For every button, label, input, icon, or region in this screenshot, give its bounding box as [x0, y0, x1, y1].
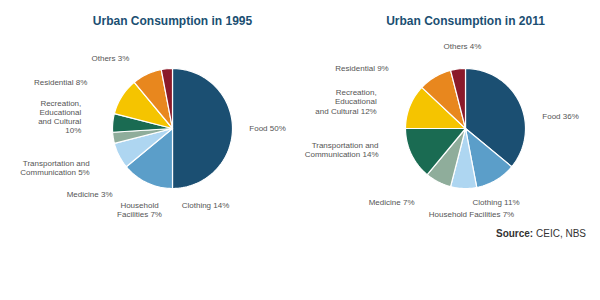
- svg-text:Others 4%: Others 4%: [444, 42, 482, 51]
- svg-text:Transportation andCommunicatio: Transportation andCommunication 5%: [20, 159, 89, 177]
- svg-text:Medicine 3%: Medicine 3%: [67, 190, 113, 199]
- svg-text:Clothing 11%: Clothing 11%: [473, 198, 520, 207]
- svg-text:Recreation,Educationaland Cult: Recreation,Educationaland Cultural10%: [38, 99, 81, 136]
- html-text:Source: CEIC, NBS: Source: CEIC, NBS: [496, 228, 586, 239]
- svg-text:Residential 8%: Residential 8%: [34, 78, 87, 87]
- svg-text:Recreation,Educationaland Cult: Recreation,Educationaland Cultural 12%: [315, 88, 377, 115]
- svg-text:Food 36%: Food 36%: [542, 112, 578, 121]
- svg-text:Household Facilities 7%: Household Facilities 7%: [429, 210, 514, 219]
- svg-text:Residential 9%: Residential 9%: [335, 64, 388, 73]
- svg-text:Food 50%: Food 50%: [249, 124, 285, 133]
- svg-text:Clothing 14%: Clothing 14%: [182, 201, 230, 210]
- svg-text:Others 3%: Others 3%: [92, 54, 130, 63]
- svg-text:HouseholdFacilities 7%: HouseholdFacilities 7%: [117, 201, 162, 219]
- svg-text:Transportation andCommunicatio: Transportation andCommunication 14%: [305, 141, 379, 159]
- svg-text:Urban Consumption in 2011: Urban Consumption in 2011: [386, 14, 545, 28]
- svg-text:Urban Consumption in 1995: Urban Consumption in 1995: [93, 14, 253, 28]
- svg-text:Medicine 7%: Medicine 7%: [369, 198, 415, 207]
